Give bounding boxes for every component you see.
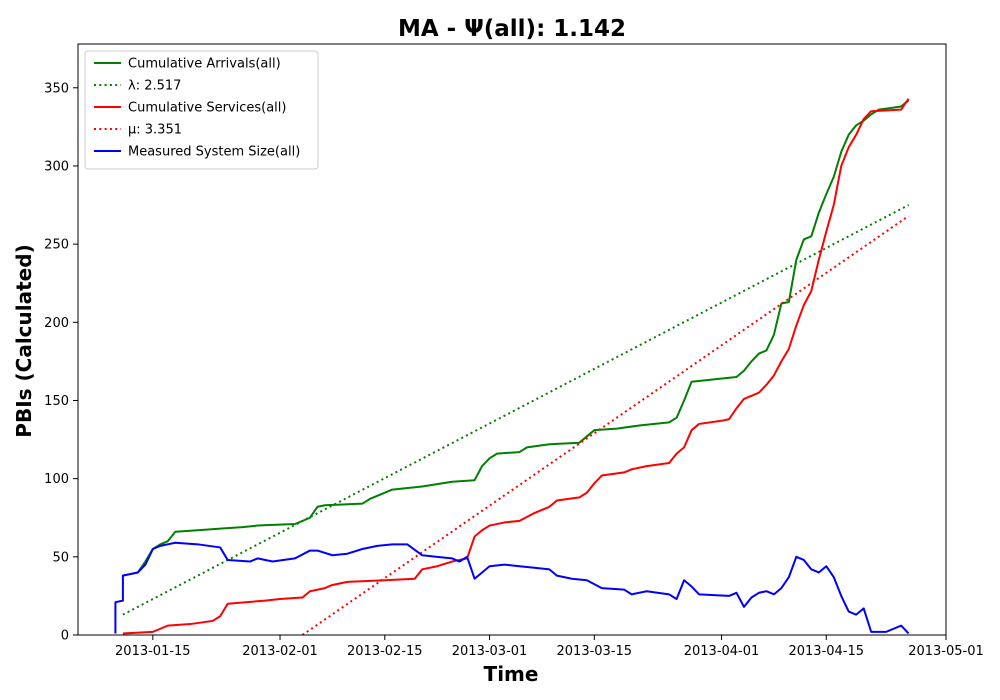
y-tick-label-3: 150 — [44, 394, 69, 409]
series-line-3 — [301, 215, 910, 635]
x-tick-label-4: 2013-03-15 — [557, 644, 633, 659]
legend-frame — [84, 50, 319, 170]
legend-label-0: Cumulative Arrivals(all) — [128, 57, 281, 72]
legend-label-4: Measured System Size(all) — [128, 145, 300, 160]
x-axis-title: Time — [484, 662, 539, 686]
y-tick-label-5: 250 — [44, 238, 69, 253]
y-tick-label-6: 300 — [44, 159, 69, 174]
series-line-1 — [122, 204, 910, 616]
y-tick-label-0: 0 — [61, 629, 69, 644]
series-line-2 — [122, 98, 910, 635]
plot-frame — [77, 43, 947, 636]
x-tick-label-7: 2013-05-01 — [908, 644, 984, 659]
legend-label-1: λ: 2.517 — [128, 79, 181, 94]
x-tick-label-2: 2013-02-15 — [347, 644, 423, 659]
x-tick-label-1: 2013-02-01 — [242, 644, 318, 659]
y-tick-label-7: 350 — [44, 81, 69, 96]
x-tick-label-6: 2013-04-15 — [788, 644, 864, 659]
y-tick-label-1: 50 — [52, 550, 69, 565]
legend-label-3: μ: 3.351 — [128, 123, 182, 138]
series-line-4 — [114, 541, 910, 635]
y-tick-label-2: 100 — [44, 472, 69, 487]
legend-label-2: Cumulative Services(all) — [128, 101, 286, 116]
x-tick-label-0: 2013-01-15 — [115, 644, 191, 659]
series-group — [114, 98, 910, 635]
x-tick-label-3: 2013-03-01 — [452, 644, 528, 659]
plot-area: 2013-01-15 2013-02-01 2013-02-15 2013-03-01… — [44, 43, 984, 659]
chart-title: MA - Ψ(all): 1.142 — [398, 16, 626, 42]
series-line-0 — [122, 99, 910, 577]
y-tick-label-4: 200 — [44, 316, 69, 331]
legend: Cumulative Arrivals(all) λ: 2.517 Cumulati… — [84, 50, 319, 170]
y-axis-title: PBIs (Calculated) — [12, 244, 36, 437]
x-tick-label-5: 2013-04-01 — [684, 644, 760, 659]
